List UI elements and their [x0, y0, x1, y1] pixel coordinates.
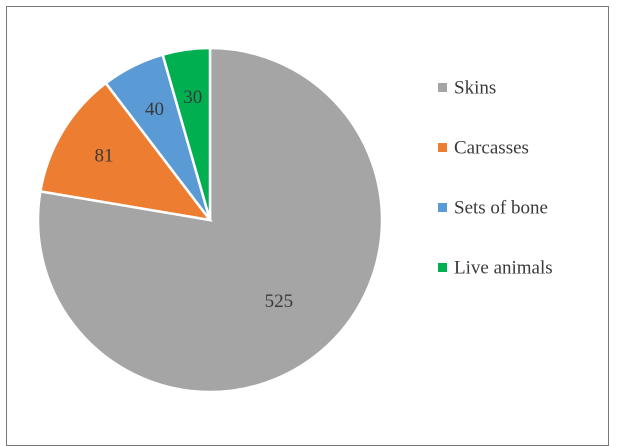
legend-label-skins: Skins — [454, 78, 496, 99]
legend-swatch-live-animals — [438, 263, 447, 272]
data-label-skins: 525 — [265, 291, 294, 312]
pie-data-labels: 525 81 40 30 — [95, 87, 294, 312]
legend-swatch-sets-of-bone — [438, 203, 447, 212]
data-label-carcasses: 81 — [95, 145, 114, 166]
pie-chart: 525 81 40 30 Skins Carcasses Sets of bone Live… — [36, 46, 553, 394]
data-label-sets-of-bone: 40 — [145, 99, 164, 120]
data-label-live-animals: 30 — [183, 87, 202, 108]
pie-slice-carcasses — [38, 81, 213, 222]
pie-slice-live-animals — [161, 46, 212, 221]
legend-label-carcasses: Carcasses — [454, 138, 529, 159]
legend-label-sets-of-bone: Sets of bone — [454, 198, 548, 219]
legend-label-live-animals: Live animals — [454, 258, 553, 279]
legend: Skins Carcasses Sets of bone Live animals — [438, 78, 553, 279]
legend-swatch-carcasses — [438, 143, 447, 152]
legend-swatch-skins — [438, 83, 447, 92]
pie-slices — [36, 46, 384, 394]
